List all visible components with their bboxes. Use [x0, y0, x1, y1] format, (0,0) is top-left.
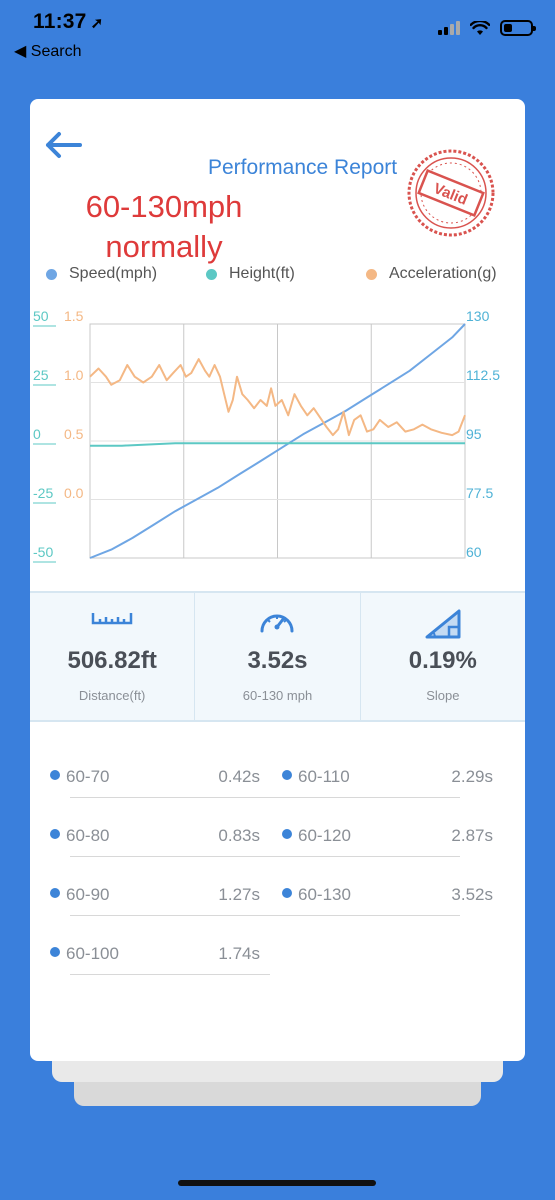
- speed-series-line: [89, 323, 466, 559]
- stat-slope: 0.19% Slope: [359, 593, 525, 720]
- back-triangle-icon: ◀: [14, 43, 27, 60]
- stat-time-label: 60-130 mph: [242, 688, 313, 703]
- split-range: 60-90: [66, 885, 110, 904]
- legend-height-label: Height(ft): [229, 265, 295, 282]
- back-to-search-link[interactable]: ◀ Search: [14, 41, 81, 61]
- split-time: 1.27s: [218, 885, 260, 904]
- split-time: 1.74s: [218, 944, 260, 963]
- speedometer-icon: [260, 614, 294, 633]
- split-time: 0.83s: [218, 826, 260, 845]
- status-icons: [438, 20, 536, 36]
- wifi-icon: [470, 20, 490, 35]
- bullet-icon: [50, 770, 60, 780]
- split-range: 60-130: [298, 885, 351, 904]
- row-divider: [70, 915, 460, 916]
- height-series-line: [90, 442, 465, 447]
- legend-speed-label: Speed(mph): [69, 265, 158, 282]
- height-tick-label: -25: [33, 485, 53, 501]
- legend-dot-icon: [366, 268, 377, 280]
- speed-tick-label: 60: [466, 544, 482, 560]
- report-title: Performance Report: [208, 156, 398, 179]
- height-tick-label: -50: [33, 544, 53, 560]
- split-time: 3.52s: [451, 885, 493, 904]
- legend-height: Height(ft): [206, 265, 295, 283]
- valid-stamp-icon: Valid: [407, 149, 495, 237]
- height-tick-label: 25: [33, 367, 49, 383]
- stat-time: 3.52s 60-130 mph: [194, 593, 359, 720]
- split-row: 60-100 1.74s: [30, 916, 275, 975]
- stat-time-value: 3.52s: [247, 647, 308, 674]
- speed-tick-label: 95: [466, 426, 482, 442]
- split-row: 60-90 1.27s: [30, 857, 460, 916]
- acceleration-series-line: [89, 358, 466, 437]
- performance-chart: 50 25 0 -25 -50 1.5 1.0 0.5 0.0 130 112.5 95 77.5 60: [33, 308, 500, 563]
- stat-distance: 506.82ft Distance(ft): [30, 593, 194, 720]
- split-row: 60-120 2.87s: [262, 798, 525, 857]
- legend-acceleration: Acceleration(g): [366, 265, 497, 283]
- height-tick-label: 0: [33, 426, 41, 442]
- ruler-icon: [91, 613, 133, 625]
- speed-tick-label: 112.5: [466, 367, 500, 383]
- cellular-signal-icon: [438, 21, 460, 35]
- stat-slope-label: Slope: [426, 688, 460, 703]
- stats-panel: 506.82ft Distance(ft) 3.52s 60-130 mph 0…: [30, 591, 525, 722]
- bullet-icon: [50, 888, 60, 898]
- headline-line1: 60-130mph: [85, 189, 243, 224]
- speed-tick-label: 130: [466, 308, 490, 324]
- split-row: 60-110 2.29s: [262, 739, 525, 798]
- stat-distance-label: Distance(ft): [78, 688, 146, 703]
- split-time: 2.87s: [451, 826, 493, 845]
- split-row: 60-80 0.83s: [30, 798, 460, 857]
- back-arrow-icon[interactable]: [44, 131, 82, 159]
- status-time: 11:37 ➚: [33, 10, 103, 34]
- battery-icon: [500, 20, 536, 36]
- row-divider: [70, 797, 460, 798]
- split-time: 2.29s: [451, 767, 493, 786]
- split-time: 0.42s: [218, 767, 260, 786]
- split-range: 60-110: [298, 767, 350, 786]
- location-arrow-icon: ➚: [90, 15, 104, 32]
- legend-speed: Speed(mph): [46, 265, 157, 283]
- height-tick-label: 50: [33, 308, 49, 324]
- row-divider: [70, 974, 270, 975]
- split-row: 60-130 3.52s: [262, 857, 525, 916]
- bullet-icon: [282, 770, 292, 780]
- stat-distance-value: 506.82ft: [67, 647, 157, 674]
- acceleration-tick-label: 0.0: [64, 485, 84, 501]
- legend-dot-icon: [46, 268, 57, 280]
- performance-report-card: Performance Report Valid 60-130mph norma…: [30, 99, 525, 1061]
- split-range: 60-120: [298, 826, 351, 845]
- speed-tick-label: 77.5: [466, 485, 493, 501]
- stat-slope-value: 0.19%: [408, 647, 477, 674]
- split-row: 60-70 0.42s: [30, 739, 460, 798]
- back-to-search-label: Search: [30, 43, 82, 60]
- bullet-icon: [50, 947, 60, 957]
- home-indicator: [178, 1180, 376, 1186]
- bullet-icon: [282, 829, 292, 839]
- row-divider: [70, 856, 460, 857]
- bullet-icon: [282, 888, 292, 898]
- split-range: 60-80: [66, 826, 110, 845]
- legend-acceleration-label: Acceleration(g): [389, 265, 497, 282]
- acceleration-tick-label: 0.5: [64, 426, 84, 442]
- legend-dot-icon: [206, 268, 217, 280]
- acceleration-tick-label: 1.0: [64, 367, 84, 383]
- slope-icon: [425, 609, 461, 639]
- split-range: 60-70: [66, 767, 110, 786]
- headline-line2: normally: [105, 229, 223, 264]
- acceleration-tick-label: 1.5: [64, 308, 84, 324]
- headline: 60-130mph normally: [74, 187, 254, 267]
- clock: 11:37: [33, 10, 87, 33]
- split-range: 60-100: [66, 944, 119, 963]
- bullet-icon: [50, 829, 60, 839]
